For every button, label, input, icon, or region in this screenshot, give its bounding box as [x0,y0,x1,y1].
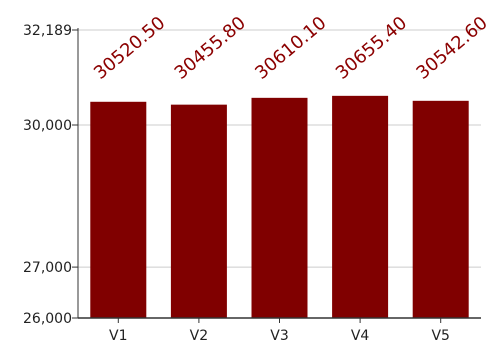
bar-v3 [251,97,308,319]
y-tick-label: 26,000 [23,311,72,327]
data-label: 30542.60 [412,13,491,84]
y-tick-labels: 26,000 27,000 30,000 32,189 [23,23,72,327]
x-tick-label: V2 [190,328,208,344]
x-tick-label: V5 [431,328,449,344]
data-label: 30655.40 [332,13,411,84]
y-tick-label: 30,000 [23,118,72,134]
x-tick-label: V3 [270,328,288,344]
x-tick-label: V1 [109,328,127,344]
axes [72,28,481,323]
x-tick-labels: V1 V2 V3 V4 V5 [109,328,450,344]
data-labels: 30520.50 30455.80 30610.10 30655.40 30542.60 [90,13,492,84]
bar-v4 [332,95,389,319]
x-tick-label: V4 [351,328,370,344]
data-label: 30520.50 [90,13,169,84]
y-tick-label: 27,000 [23,260,72,276]
bar-v5 [412,100,469,318]
bar-v1 [90,101,147,318]
bar-v2 [170,104,227,318]
data-label: 30455.80 [171,13,250,84]
y-tick-label: 32,189 [23,23,72,39]
bars [90,95,469,319]
data-label: 30610.10 [251,13,330,84]
